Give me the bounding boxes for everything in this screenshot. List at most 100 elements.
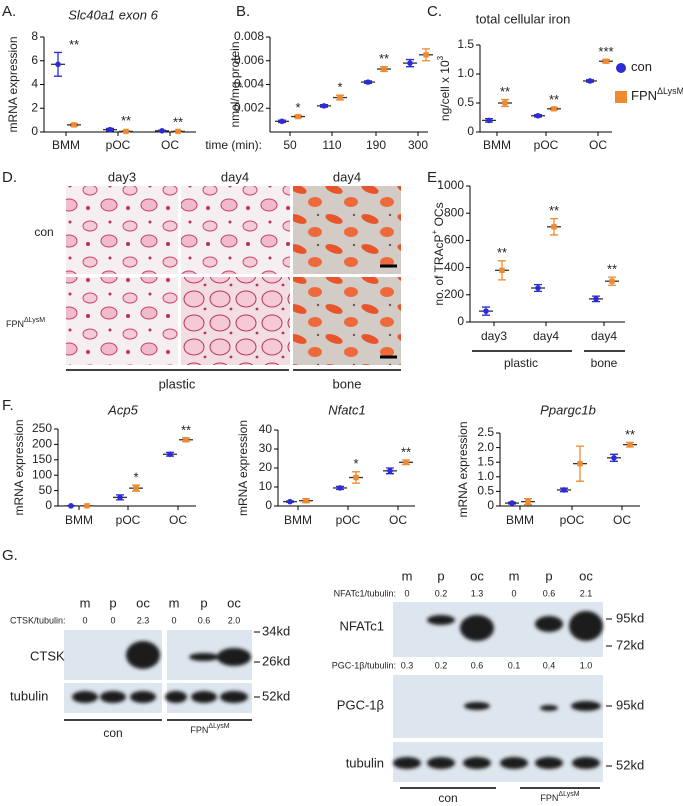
x-tick-label: BMM [506, 513, 534, 527]
blot-left [64, 630, 260, 721]
y-tick-label: 250 [32, 421, 52, 435]
y-tick-label: 0 [31, 124, 38, 138]
legend-label: FPNΔLysM [631, 86, 683, 103]
y-tick-label: 150 [32, 452, 52, 466]
legend-label-part: con [631, 59, 652, 74]
x-tick-label: pOC [116, 513, 141, 527]
point [609, 278, 615, 284]
significance: ** [69, 37, 79, 52]
x-tick-label: BMM [65, 513, 93, 527]
x-tick-label: day4 [533, 329, 559, 343]
point [423, 52, 429, 58]
substrate-label: bone [333, 376, 362, 391]
size-marker: 95kd [616, 697, 644, 712]
x-tick-label: pOC [106, 138, 131, 152]
point [577, 460, 583, 467]
y-tick-label: 0 [487, 498, 494, 512]
point [627, 441, 633, 448]
y-tick-label: 200 [444, 287, 464, 301]
y-tick-label: 1.0 [457, 66, 474, 80]
y-tick-label: 600 [444, 233, 464, 247]
y-tick-label: 800 [444, 205, 464, 219]
x-tick-label: OC [613, 513, 631, 527]
chart-title: total cellular iron [476, 11, 571, 26]
chart-title: Ppargc1b [540, 402, 596, 417]
y-tick-label: 0.002 [234, 100, 264, 114]
point [55, 61, 61, 68]
row-label: tubulin [346, 755, 384, 770]
y-tick-label: 1000 [437, 178, 464, 192]
point [499, 267, 505, 274]
x-tick-label: OC [169, 513, 187, 527]
y-axis-label: mRNA expression [12, 419, 26, 515]
y-tick-label: 50 [39, 483, 53, 497]
panel-label: G. [2, 547, 18, 564]
y-axis-label-part: ng/cell x 10 [438, 60, 452, 121]
chart-title: Slc40a1 exon 6 [68, 7, 158, 22]
x-tick-label: OC [161, 138, 179, 152]
group-label-part: ΔLysM [208, 723, 229, 730]
lane-label: m [402, 568, 413, 583]
point [117, 494, 123, 501]
ratio-value: 0 [511, 588, 516, 598]
point [551, 106, 557, 112]
legend-label: con [631, 59, 652, 74]
point [535, 112, 541, 119]
y-axis-label: nmol/mg protein [228, 41, 242, 127]
x-tick-label: 300 [408, 138, 428, 152]
y-axis-label: mRNA expression [6, 36, 20, 132]
size-marker: 95kd [616, 610, 644, 625]
y-tick-label: 20 [259, 460, 273, 474]
point [365, 79, 371, 85]
ratio-value: 0.6 [543, 588, 556, 598]
legend-marker [615, 91, 627, 103]
point [483, 308, 489, 314]
x-tick-label: day3 [481, 329, 507, 343]
ratio-value: 0.3 [401, 660, 414, 670]
group-label: plastic [504, 356, 538, 370]
point [133, 485, 139, 491]
x-tick-label: OC [389, 513, 407, 527]
x-tick-label: BMM [52, 138, 80, 152]
lane-label: oc [136, 595, 150, 610]
size-marker: 52kd [262, 688, 290, 703]
legend-marker [616, 63, 626, 73]
row-label: FPNΔLysM [6, 317, 45, 330]
y-tick-label: 0 [467, 124, 474, 138]
group-label: FPNΔLysM [190, 723, 229, 736]
column-label: day4 [333, 169, 361, 184]
ratio-value: 0.2 [435, 588, 448, 598]
point [502, 100, 508, 106]
y-axis-label-part: no. of TRAcP [432, 234, 446, 305]
significance: ** [401, 444, 411, 459]
y-axis-label: no. of TRAcP+ OCs [430, 202, 446, 305]
ratio-value: 0 [404, 588, 409, 598]
y-tick-label: 2 [31, 100, 38, 114]
y-axis-label-part: OCs [432, 202, 446, 229]
ratio-value: 2.3 [137, 615, 150, 625]
micrographs [66, 186, 401, 371]
point [175, 128, 181, 135]
ratio-value: 0.6 [198, 615, 211, 625]
lane-label: oc [470, 568, 484, 583]
substrate-label: plastic [159, 376, 196, 391]
panel-label: F. [2, 397, 14, 414]
row-label: tubulin [10, 688, 48, 703]
point [381, 66, 387, 72]
row-label: CTSK [30, 648, 65, 663]
y-tick-label: 6 [31, 53, 38, 67]
row-label: con [34, 225, 53, 239]
point [407, 60, 413, 66]
ratio-label: PGC-1β/tubulin: [332, 660, 396, 670]
y-tick-label: 2.0 [477, 440, 494, 454]
row-label: PGC-1β [337, 697, 384, 712]
ratio-label: CTSK/tubulin: [10, 615, 66, 625]
x-axis-label: time (min): [205, 138, 262, 152]
ratio-value: 0.6 [471, 660, 484, 670]
significance: * [337, 80, 342, 95]
row-label-part: FPN [6, 319, 24, 329]
point [587, 78, 593, 84]
ratio-value: 1.0 [580, 660, 593, 670]
size-marker: 52kd [616, 757, 644, 772]
